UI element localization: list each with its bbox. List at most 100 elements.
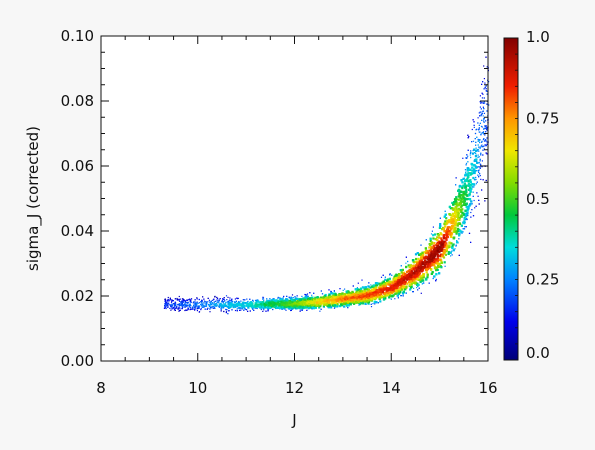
density-point: [482, 102, 484, 104]
density-point: [436, 258, 439, 261]
density-point: [417, 269, 420, 272]
density-point: [423, 251, 426, 254]
density-point: [210, 300, 212, 302]
density-point: [448, 251, 451, 254]
density-point: [471, 166, 474, 169]
density-point: [436, 242, 439, 246]
density-point: [475, 166, 478, 169]
density-point: [379, 296, 382, 299]
density-point: [267, 305, 270, 308]
density-point: [197, 307, 199, 309]
density-point: [394, 289, 398, 292]
density-point: [167, 300, 169, 302]
density-point: [439, 254, 442, 257]
density-point: [443, 250, 446, 253]
density-point: [327, 306, 330, 309]
density-point: [384, 276, 386, 278]
density-point: [195, 305, 197, 307]
density-point: [410, 268, 413, 272]
density-point: [434, 238, 437, 241]
density-point: [299, 301, 302, 304]
density-point: [200, 309, 202, 311]
density-point: [398, 278, 401, 281]
density-point: [286, 299, 289, 302]
density-point: [358, 290, 361, 293]
density-point: [166, 301, 168, 303]
density-point: [477, 156, 479, 158]
density-point: [332, 294, 335, 297]
density-point: [383, 284, 386, 287]
density-point: [457, 195, 460, 198]
density-point: [438, 258, 441, 262]
density-point: [482, 115, 484, 117]
density-point: [417, 278, 420, 281]
density-point: [427, 258, 430, 261]
density-point: [421, 269, 425, 272]
density-point: [415, 257, 418, 261]
density-point: [400, 278, 403, 281]
density-point: [174, 309, 176, 311]
density-point: [430, 246, 433, 249]
density-point: [352, 293, 355, 296]
density-point: [430, 252, 433, 255]
density-point: [479, 95, 481, 97]
density-point: [440, 237, 443, 240]
density-point: [318, 298, 321, 301]
density-point: [219, 302, 222, 305]
density-point: [454, 213, 457, 216]
density-point: [295, 302, 298, 306]
density-point: [280, 307, 283, 310]
density-point: [477, 174, 479, 176]
density-point: [481, 160, 483, 162]
density-point: [382, 285, 385, 288]
density-point: [383, 286, 386, 289]
density-point: [178, 299, 180, 301]
density-point: [394, 292, 397, 295]
density-point: [214, 300, 216, 302]
density-point: [316, 296, 319, 299]
density-point: [486, 103, 488, 105]
density-point: [361, 286, 364, 288]
density-point: [219, 305, 221, 307]
density-point: [262, 310, 264, 312]
density-point: [226, 299, 228, 301]
density-point: [469, 179, 472, 182]
density-point: [420, 292, 422, 294]
density-point: [466, 167, 469, 170]
density-point: [225, 295, 228, 297]
density-point: [479, 122, 481, 124]
density-point: [330, 306, 332, 308]
density-point: [462, 221, 465, 224]
density-point: [181, 305, 183, 307]
density-point: [266, 302, 269, 305]
density-point: [324, 302, 327, 305]
density-point: [399, 286, 402, 289]
density-point: [354, 296, 357, 300]
density-point: [434, 260, 437, 263]
density-point: [461, 181, 464, 184]
density-point: [426, 250, 429, 253]
density-point: [212, 303, 214, 305]
density-point: [361, 296, 364, 299]
density-point: [307, 304, 310, 307]
density-point: [307, 307, 310, 310]
density-point: [441, 228, 444, 231]
density-point: [203, 305, 205, 307]
density-point: [486, 93, 488, 95]
density-point: [177, 304, 179, 306]
density-point: [389, 282, 392, 285]
density-point: [478, 140, 480, 142]
density-point: [310, 306, 313, 309]
density-point: [397, 289, 401, 292]
density-point: [184, 302, 186, 304]
density-point: [399, 269, 402, 272]
density-point: [467, 172, 470, 175]
density-point: [180, 303, 182, 305]
density-point: [462, 228, 464, 230]
density-point: [369, 286, 372, 289]
density-point: [479, 139, 481, 141]
density-point: [450, 219, 453, 222]
density-point: [400, 275, 403, 278]
density-point: [432, 277, 434, 280]
density-point: [430, 241, 434, 244]
